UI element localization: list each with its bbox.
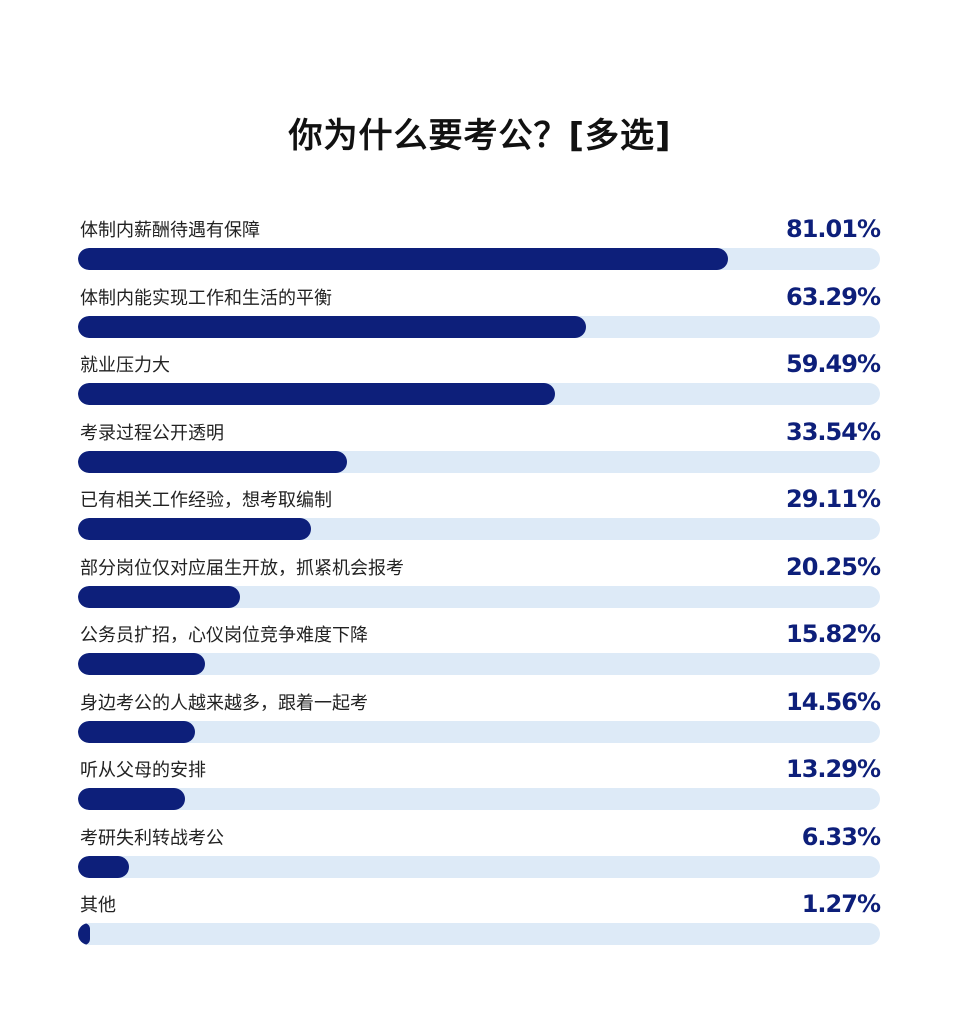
value-label: 14.56% [786, 687, 881, 716]
bar-track [78, 450, 880, 473]
value-label: 29.11% [786, 485, 881, 513]
bar [78, 585, 241, 608]
bar-row: 体制内薪酬待遇有保障 81.01% [78, 215, 881, 286]
value-label: 15.82% [786, 620, 881, 648]
bar-track [78, 653, 880, 675]
bar-track [78, 788, 880, 810]
category-label: 考录过程公开透明 [80, 422, 224, 444]
category-label: 其他 [80, 895, 116, 916]
category-label: 体制内薪酬待遇有保障 [80, 220, 260, 241]
category-label: 身边考公的人越来越多，跟着一起考 [80, 692, 368, 714]
category-label: 公务员扩招，心仪岗位竞争难度下降 [80, 625, 368, 646]
value-label: 6.33% [801, 822, 881, 851]
value-label: 63.29% [786, 282, 881, 311]
bar-row: 部分岗位仅对应届生开放，抓紧机会报考 20.25% [78, 553, 881, 624]
bar-row: 体制内能实现工作和生活的平衡 63.29% [78, 283, 881, 354]
value-label: 13.29% [786, 755, 881, 783]
category-label: 听从父母的安排 [80, 760, 206, 781]
bar-row: 身边考公的人越来越多，跟着一起考 14.56% [78, 688, 881, 759]
category-label: 体制内能实现工作和生活的平衡 [80, 287, 332, 309]
bar [78, 855, 129, 878]
bar-row: 就业压力大 59.49% [78, 350, 881, 421]
bar-track [78, 923, 880, 945]
bar-row: 考研失利转战考公 6.33% [78, 823, 881, 894]
bar-track [78, 315, 880, 338]
category-label: 考研失利转战考公 [80, 827, 224, 849]
bar [78, 518, 312, 540]
value-label: 20.25% [786, 552, 881, 581]
bar-track [78, 855, 880, 878]
bar-track [78, 248, 880, 270]
bar-row: 已有相关工作经验，想考取编制 29.11% [78, 485, 881, 556]
bar [78, 788, 185, 810]
bar-row: 听从父母的安排 13.29% [78, 755, 881, 826]
value-label: 59.49% [786, 350, 881, 378]
category-label: 就业压力大 [80, 355, 170, 376]
bar-track [78, 518, 880, 540]
value-label: 1.27% [801, 890, 881, 918]
bar [78, 653, 205, 675]
bar-track [78, 720, 880, 743]
bar-row: 其他 1.27% [78, 890, 881, 961]
bar [78, 720, 195, 743]
value-label: 33.54% [786, 417, 881, 446]
bar-track [78, 585, 880, 608]
category-label: 已有相关工作经验，想考取编制 [80, 490, 332, 511]
bar [78, 923, 90, 945]
bar [78, 315, 586, 338]
bar [78, 383, 556, 405]
bar-chart: 体制内薪酬待遇有保障 81.01% 体制内能实现工作和生活的平衡 63.29% 就业压力… [78, 215, 881, 961]
bar [78, 248, 728, 270]
value-label: 81.01% [786, 215, 881, 243]
bar-track [78, 383, 880, 405]
bar-row: 考录过程公开透明 33.54% [78, 418, 881, 489]
bar-row: 公务员扩招，心仪岗位竞争难度下降 15.82% [78, 620, 881, 691]
bar [78, 450, 347, 473]
chart-title: 你为什么要考公？[多选] [288, 116, 672, 156]
category-label: 部分岗位仅对应届生开放，抓紧机会报考 [80, 557, 404, 579]
